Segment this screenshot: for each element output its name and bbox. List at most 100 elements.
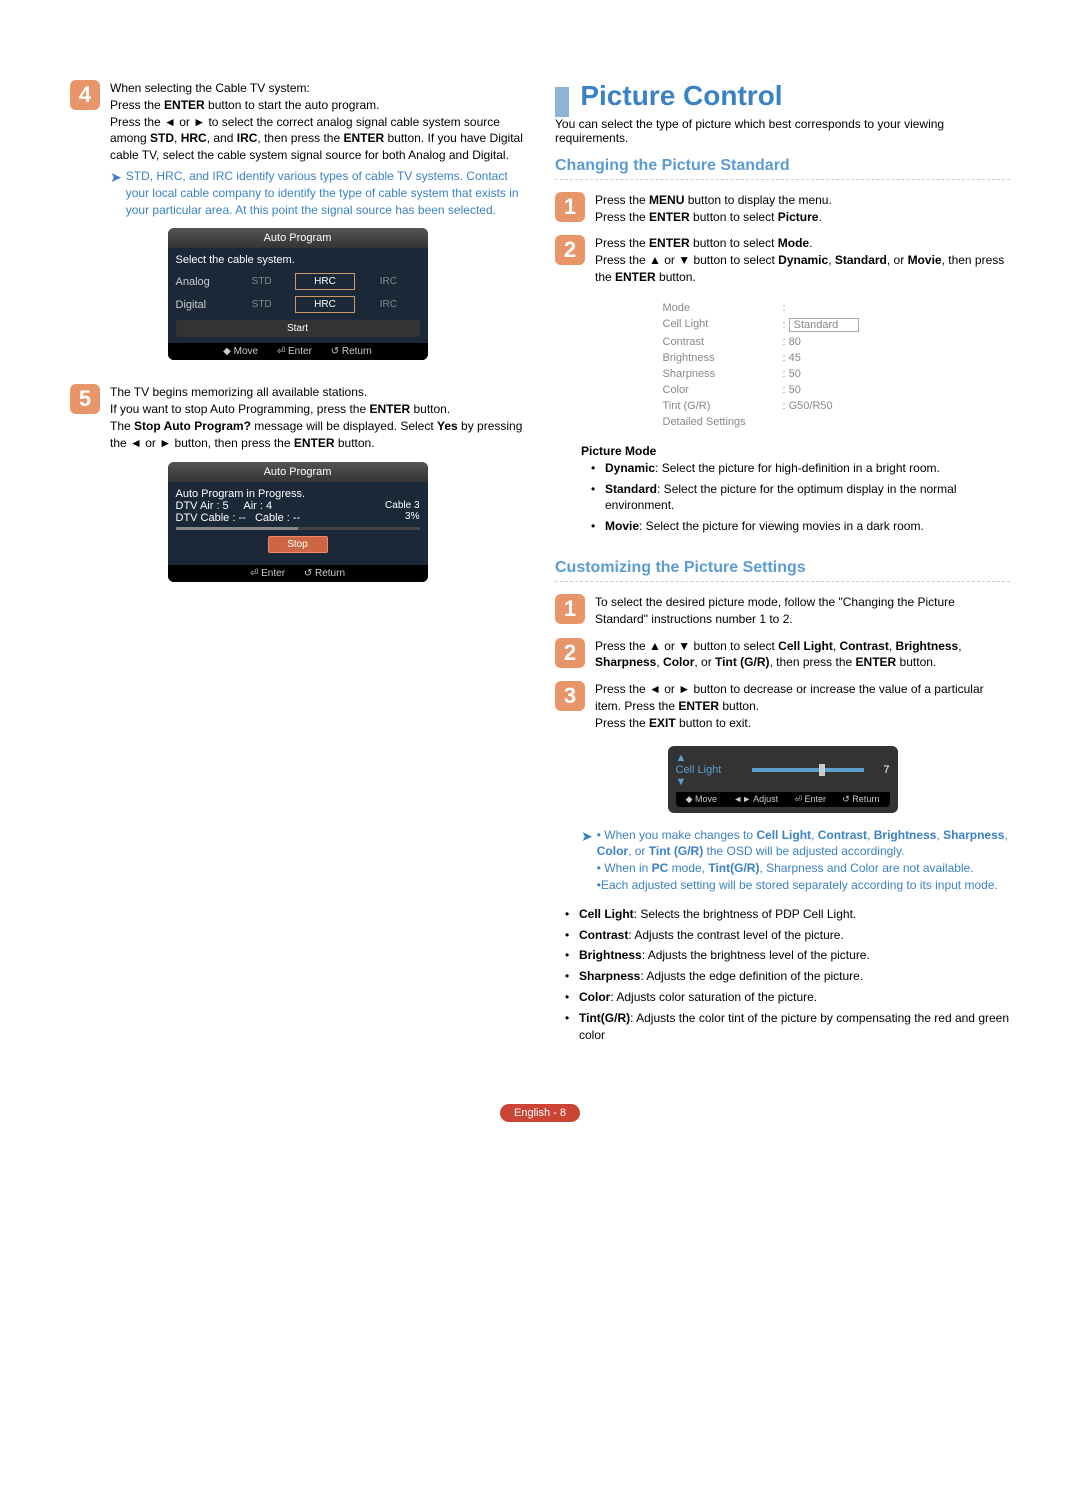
text: Each adjusted setting will be stored sep… [601,878,998,892]
opt-hrc[interactable]: HRC [295,273,355,290]
text: , and [207,131,237,145]
page-title: Picture Control [580,80,782,111]
sec1-step1: 1 Press the MENU button to display the m… [555,192,1010,226]
setting-value: : Standard [783,318,903,332]
list-item: Brightness: Adjusts the brightness level… [579,945,1010,966]
std: STD [150,131,174,145]
note-arrow-icon: ➤ [110,168,122,218]
slider-label: Cell Light [676,764,746,776]
text: , Sharpness and Color are not available. [759,861,973,875]
tint-label: Tint (G/R) [715,655,769,669]
text: Press the [595,236,649,250]
text: Press the [595,210,649,224]
opt-irc[interactable]: IRC [359,274,417,289]
ui-body: Select the cable system. Analog STD HRC … [168,248,428,343]
step-4: 4 When selecting the Cable TV system: Pr… [70,80,525,218]
page-number-badge: English - 8 [500,1104,580,1122]
settings-row: Cell Light: Standard [663,316,903,334]
opt-std[interactable]: STD [233,274,291,289]
opt-hrc[interactable]: HRC [295,296,355,313]
enter-label: ENTER [294,436,335,450]
cell-light-label: Cell Light [778,639,833,653]
row-label: Analog [176,276,231,288]
section-changing-standard: Changing the Picture Standard [555,157,1010,175]
adjust-hint: ◄► Adjust [733,794,778,805]
movie-label: Movie [908,253,942,267]
hrc: HRC [181,131,207,145]
setting-key: Brightness [663,352,783,364]
text: button. [656,270,696,284]
opt-irc[interactable]: IRC [359,297,417,312]
step-text: Press the ▲ or ▼ button to select Cell L… [595,638,1010,672]
setting-key: Cell Light [663,318,783,332]
stop-msg: Stop Auto Program? [134,419,251,433]
title-marker [555,87,569,117]
step-number: 2 [555,235,585,265]
progress-text: Auto Program in Progress. [176,488,420,500]
opt-std[interactable]: STD [233,297,291,312]
setting-key: Detailed Settings [663,416,783,428]
enter-label: ENTER [369,402,410,416]
text: Press the ◄ or ► button to decrease or i… [595,682,984,713]
text: , [811,828,818,842]
intro-text: You can select the type of picture which… [555,117,1010,145]
text: PC [652,861,669,875]
text: Press the ▲ or ▼ button to select [595,639,778,653]
text: Color [597,844,628,858]
page-footer: English - 8 [0,1105,1080,1119]
dynamic-label: Dynamic [778,253,828,267]
analog-row: Analog STD HRC IRC [176,270,420,293]
text: When you make changes to [604,828,756,842]
enter-hint: ⏎ Enter [250,568,285,579]
settings-row: Color: 50 [663,382,903,398]
step-5: 5 The TV begins memorizing all available… [70,384,525,451]
step-text: To select the desired picture mode, foll… [595,594,1010,628]
up-arrow-icon: ▲ [676,752,688,764]
auto-program-progress-ui: Auto Program Auto Program in Progress. D… [168,462,428,582]
enter-hint: ⏎ Enter [794,794,826,805]
text: . [809,236,812,250]
sec2-step2: 2 Press the ▲ or ▼ button to select Cell… [555,638,1010,672]
cable: Cable : -- [255,512,300,524]
enter-label: ENTER [164,98,205,112]
text: , or [887,253,908,267]
step-number: 1 [555,192,585,222]
step-4-text: When selecting the Cable TV system: Pres… [110,80,525,218]
enter-label: ENTER [343,131,384,145]
setting-value [783,416,903,428]
setting-value: : 80 [783,336,903,348]
enter-label: ENTER [649,236,690,250]
slider-value: 7 [870,764,890,776]
text: , or [628,844,649,858]
picture-mode-block: Picture Mode Dynamic: Select the picture… [555,444,1010,537]
text: Tint(G/R) [708,861,759,875]
color-label: Color [663,655,694,669]
text: Press the ▲ or ▼ button to select [595,253,778,267]
dtv-air: DTV Air : 5 [176,500,229,512]
text: mode, [668,861,708,875]
mode-label: Mode [778,236,809,250]
text: button. [410,402,450,416]
text: , then press the [769,655,855,669]
return-hint: ↺ Return [842,794,879,805]
step-text: Press the MENU button to display the men… [595,192,1010,226]
ui-footer: ◆ Move ⏎ Enter ↺ Return [168,343,428,360]
list-item: Sharpness: Adjusts the edge definition o… [579,966,1010,987]
text: The TV begins memorizing all available s… [110,385,367,399]
text: the OSD will be adjusted accordingly. [703,844,904,858]
start-button[interactable]: Start [176,320,420,337]
stop-button[interactable]: Stop [268,536,328,553]
return-hint: ↺ Return [304,568,345,579]
ui-subtitle: Select the cable system. [176,254,420,266]
move-hint: ◆ Move [223,346,258,357]
list-item: Standard: Select the picture for the opt… [605,479,1010,517]
setting-key: Tint (G/R) [663,400,783,412]
slider-track[interactable] [752,768,864,772]
setting-value: : 50 [783,368,903,380]
setting-key: Contrast [663,336,783,348]
settings-row: Brightness: 45 [663,350,903,366]
picture-label: Picture [778,210,819,224]
picture-settings-table: Mode:Cell Light: StandardContrast: 80Bri… [663,300,903,430]
settings-row: Mode: [663,300,903,316]
step-number: 3 [555,681,585,711]
